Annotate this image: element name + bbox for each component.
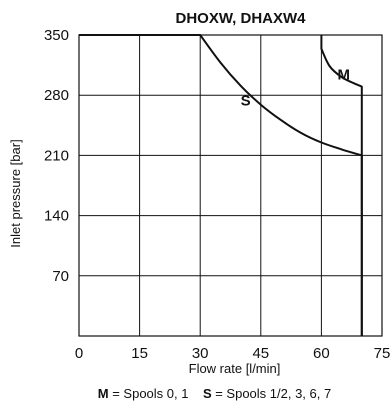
plot-frame bbox=[78, 34, 383, 337]
y-tick-label-280: 280 bbox=[44, 87, 69, 104]
x-tick-label-75: 75 bbox=[374, 345, 391, 362]
series-label-s: S bbox=[241, 93, 251, 110]
note-m-key: M bbox=[98, 386, 109, 401]
spool-note: M = Spools 0, 1 S = Spools 1/2, 3, 6, 7 bbox=[98, 386, 331, 401]
note-s-key: S bbox=[203, 386, 212, 401]
y-tick-label-140: 140 bbox=[44, 208, 69, 225]
tick-labels: 0 15 30 45 60 75 70 140 210 280 350 bbox=[44, 27, 390, 362]
y-tick-label-70: 70 bbox=[52, 268, 69, 285]
x-tick-label-0: 0 bbox=[75, 345, 83, 362]
x-tick-label-30: 30 bbox=[192, 345, 209, 362]
series-line-s bbox=[79, 34, 363, 336]
series-label-m: M bbox=[338, 67, 351, 84]
y-axis-label: Inlet pressure [bar] bbox=[8, 139, 23, 247]
x-tick-label-60: 60 bbox=[313, 345, 330, 362]
grid-lines bbox=[79, 35, 382, 336]
x-tick-label-45: 45 bbox=[252, 345, 269, 362]
chart-title: DHOXW, DHAXW4 bbox=[175, 10, 306, 27]
x-tick-label-15: 15 bbox=[131, 345, 148, 362]
note-s-text: = Spools 1/2, 3, 6, 7 bbox=[212, 386, 332, 401]
note-m-text: = Spools 0, 1 bbox=[109, 386, 189, 401]
series-curves bbox=[79, 34, 363, 336]
series-line-m bbox=[320, 35, 363, 336]
y-tick-label-350: 350 bbox=[44, 27, 69, 44]
x-axis-label: Flow rate [l/min] bbox=[189, 361, 281, 376]
y-tick-label-210: 210 bbox=[44, 147, 69, 164]
